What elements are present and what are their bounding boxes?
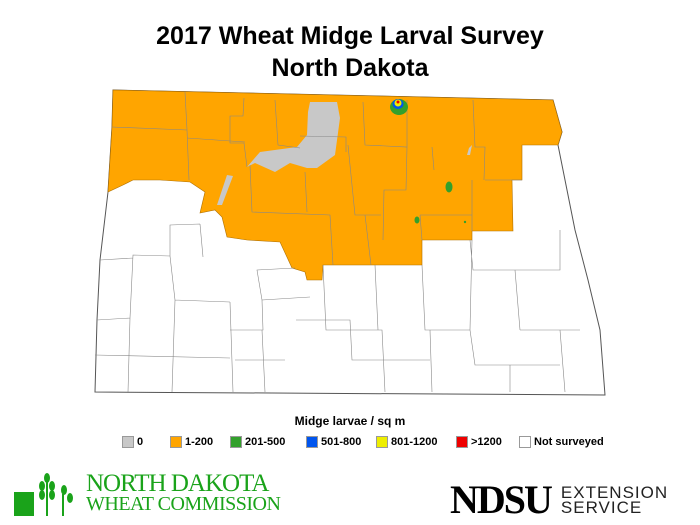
county-lines bbox=[94, 91, 580, 393]
wheat-icon bbox=[14, 473, 73, 516]
ndsu-wordmark: NDSU bbox=[450, 477, 553, 522]
spot-over-1200 bbox=[396, 100, 400, 104]
spot-201-500 bbox=[414, 216, 420, 224]
legend-item: 201-500 bbox=[230, 436, 306, 448]
region-0-streak bbox=[217, 175, 233, 205]
legend-item: Not surveyed bbox=[519, 436, 604, 448]
legend-item: >1200 bbox=[456, 436, 519, 448]
ndsu-line1: EXTENSION bbox=[560, 482, 669, 502]
legend-item: 1-200 bbox=[170, 436, 230, 448]
region-0 bbox=[247, 102, 340, 172]
density-spots bbox=[390, 99, 467, 224]
nd-wheat-commission-logo: NORTH DAKOTA WHEAT COMMISSION bbox=[12, 470, 281, 516]
legend-label: 1-200 bbox=[185, 436, 214, 448]
legend-title: Midge larvae / sq m bbox=[294, 414, 406, 428]
legend-swatch bbox=[519, 436, 531, 448]
legend-swatch bbox=[122, 436, 134, 448]
legend-item: 501-800 bbox=[306, 436, 376, 448]
legend-label: Not surveyed bbox=[534, 436, 604, 448]
ndsu-extension-logo: NDSU EXTENSION SERVICE bbox=[450, 476, 668, 523]
ndwc-line2: WHEAT COMMISSION bbox=[86, 493, 281, 515]
spot-201-500 bbox=[445, 181, 453, 193]
legend-swatch bbox=[376, 436, 388, 448]
legend-item: 801-1200 bbox=[376, 436, 456, 448]
legend-swatch bbox=[170, 436, 182, 448]
legend-item: 0 bbox=[122, 436, 170, 448]
legend-swatch bbox=[306, 436, 318, 448]
legend-label: 501-800 bbox=[321, 436, 362, 448]
legend: 0 1-200 201-500 501-800 801-1200 >1200 N… bbox=[122, 436, 604, 448]
legend-label: 0 bbox=[137, 436, 144, 448]
legend-label: >1200 bbox=[471, 436, 502, 448]
ndwc-line1: NORTH DAKOTA bbox=[86, 470, 269, 497]
ndsu-line2: SERVICE bbox=[560, 497, 643, 517]
legend-label: 201-500 bbox=[245, 436, 286, 448]
legend-swatch bbox=[456, 436, 468, 448]
map-title: 2017 Wheat Midge Larval Survey bbox=[156, 22, 544, 50]
map-subtitle: North Dakota bbox=[271, 54, 429, 82]
region-0-spot bbox=[467, 145, 472, 155]
legend-swatch bbox=[230, 436, 242, 448]
legend-label: 801-1200 bbox=[391, 436, 438, 448]
spot-201-500 bbox=[463, 220, 467, 224]
